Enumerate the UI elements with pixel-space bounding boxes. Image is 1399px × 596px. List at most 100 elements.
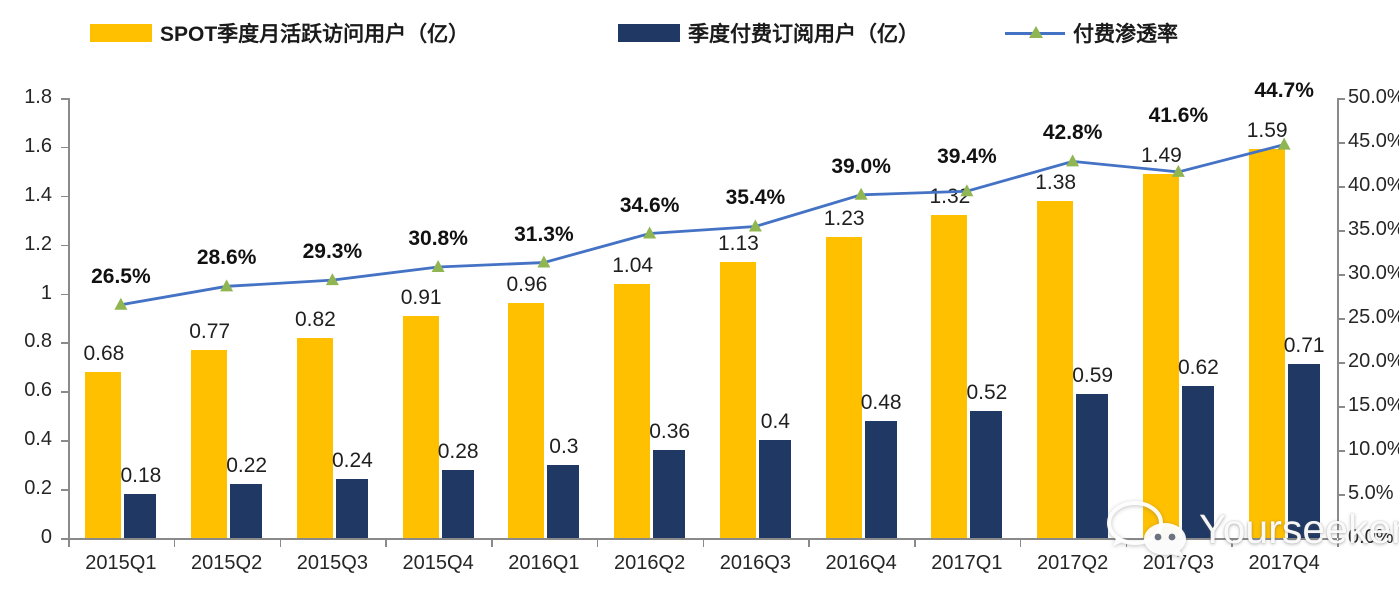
legend-item-mau: SPOT季度月活跃访问用户（亿）	[90, 18, 469, 48]
bar-label-paid: 0.22	[226, 454, 268, 478]
bar-label-paid: 0.36	[649, 420, 691, 443]
penetration-label: 35.4%	[725, 186, 786, 210]
penetration-label: 42.8%	[1042, 121, 1103, 145]
bar-paid	[335, 479, 368, 538]
legend-swatch-mau	[90, 24, 152, 42]
bar-label-paid: 0.59	[1072, 363, 1114, 387]
bar-mau	[402, 315, 439, 538]
bar-paid	[970, 410, 1003, 538]
right-axis-tick-label: 15.0%	[1348, 394, 1399, 416]
left-axis-tick-label: 0.4	[24, 428, 52, 451]
bar-label-mau: 1.38	[1035, 170, 1077, 194]
x-axis-category-label: 2016Q1	[508, 552, 580, 574]
penetration-label: 31.3%	[514, 222, 574, 246]
right-axis-tick-label: 50.0%	[1348, 86, 1399, 108]
x-axis-tick	[491, 540, 493, 547]
bar-mau	[85, 371, 122, 538]
bar-paid	[547, 464, 580, 538]
bar-mau	[614, 283, 651, 538]
triangle-marker-icon	[960, 184, 974, 197]
right-axis-tick-label: 5.0%	[1348, 482, 1394, 504]
bar-paid	[230, 484, 263, 538]
penetration-label: 39.4%	[937, 145, 997, 169]
right-axis-tick	[1338, 318, 1345, 320]
triangle-marker-icon	[1029, 26, 1043, 38]
bar-label-paid: 0.28	[437, 439, 479, 463]
penetration-label: 28.6%	[196, 246, 257, 270]
bar-label-mau: 0.82	[294, 307, 336, 331]
right-axis-tick-label: 35.0%	[1348, 218, 1399, 240]
bar-label-mau: 1.59	[1246, 119, 1288, 143]
right-axis-tick-label: 20.0%	[1348, 350, 1399, 372]
legend-label-penetration: 付费渗透率	[1073, 23, 1178, 46]
left-axis-tick	[61, 538, 68, 540]
left-axis-line	[68, 98, 70, 538]
right-axis-tick	[1338, 142, 1345, 144]
bar-label-mau: 0.96	[506, 273, 548, 297]
bar-paid	[1076, 393, 1109, 538]
x-axis-category-label: 2015Q4	[402, 552, 474, 574]
bar-label-mau: 0.77	[189, 319, 231, 343]
x-axis-category-label: 2017Q1	[931, 552, 1003, 574]
bar-mau	[1037, 200, 1074, 538]
left-axis-tick	[61, 391, 68, 393]
triangle-marker-icon	[114, 297, 128, 310]
left-axis-tick-label: 1.4	[24, 183, 52, 206]
bar-label-mau: 1.13	[717, 231, 759, 255]
triangle-marker-icon	[537, 255, 551, 268]
penetration-label: 30.8%	[408, 226, 468, 250]
bar-label-mau: 1.49	[1140, 143, 1182, 167]
triangle-marker-icon	[220, 279, 234, 292]
right-axis-tick	[1338, 494, 1345, 496]
triangle-marker-icon	[431, 259, 445, 272]
right-axis-tick-label: 25.0%	[1348, 306, 1399, 328]
x-axis-tick	[596, 540, 599, 547]
triangle-marker-icon	[854, 187, 868, 200]
bar-paid	[441, 469, 474, 538]
triangle-marker-icon	[1066, 154, 1080, 167]
triangle-marker-icon	[643, 226, 657, 239]
legend-label-paid: 季度付费订阅用户（亿）	[688, 23, 919, 46]
bar-paid	[1287, 364, 1320, 538]
bar-label-mau: 0.68	[83, 341, 125, 365]
x-axis-tick	[279, 540, 281, 547]
right-axis-tick	[1338, 450, 1345, 452]
bar-label-paid: 0.24	[331, 449, 373, 473]
penetration-label: 26.5%	[91, 264, 151, 288]
left-axis-tick-label: 1	[40, 281, 52, 304]
x-axis-tick	[173, 540, 176, 547]
bar-paid	[758, 440, 791, 538]
left-axis-tick	[61, 293, 68, 296]
triangle-marker-icon	[748, 219, 762, 232]
left-axis-tick	[61, 440, 68, 442]
bar-paid	[1181, 386, 1214, 538]
triangle-marker-icon	[325, 273, 339, 286]
legend-label-mau: SPOT季度月活跃访问用户（亿）	[160, 23, 470, 46]
bar-mau	[296, 337, 333, 538]
x-axis-category-label: 2017Q3	[1142, 552, 1214, 574]
left-axis-tick-label: 0.2	[24, 477, 52, 500]
legend-item-paid: 季度付费订阅用户（亿）	[618, 18, 919, 48]
x-axis-tick	[914, 540, 916, 547]
x-axis-category-label: 2017Q2	[1037, 552, 1109, 574]
triangle-marker-icon	[1171, 164, 1185, 177]
x-axis-category-label: 2016Q3	[719, 552, 791, 574]
left-axis-tick-label: 0.6	[24, 379, 52, 402]
right-axis-tick	[1338, 230, 1345, 232]
left-axis-tick-label: 1.6	[24, 134, 52, 157]
x-axis-tick	[808, 540, 810, 547]
bar-mau	[931, 215, 968, 538]
x-axis-category-label: 2016Q4	[825, 552, 897, 574]
right-axis-tick-label: 0.0%	[1348, 526, 1394, 548]
bar-label-paid: 0.52	[966, 380, 1008, 404]
x-axis-category-label: 2015Q3	[296, 552, 368, 574]
right-axis-tick	[1338, 362, 1345, 364]
x-axis-category-label: 2017Q4	[1248, 552, 1320, 574]
left-axis-tick	[61, 489, 68, 491]
bar-paid	[864, 420, 897, 538]
bar-mau	[191, 349, 228, 538]
left-axis-tick-label: 0.8	[24, 330, 52, 353]
bar-label-paid: 0.3	[549, 434, 579, 458]
